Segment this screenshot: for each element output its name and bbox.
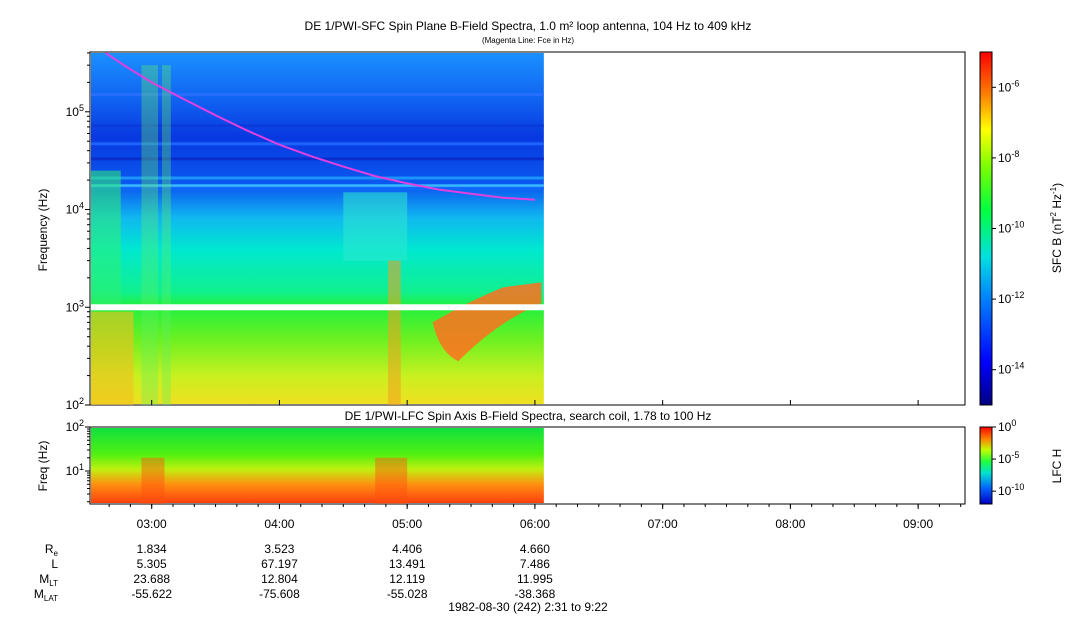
ephemeris-mlat-0: -55.622	[131, 587, 172, 601]
sfc-background-spectrum	[91, 53, 544, 404]
ephemeris-label-re: Re	[45, 542, 59, 558]
ephemeris-mlt-3: 11.995	[517, 572, 553, 586]
x-tick-label-3: 06:00	[520, 517, 550, 531]
sfc-early-low-freq	[91, 311, 134, 405]
ephemeris-l-0: 5.305	[137, 557, 167, 571]
ephemeris-mlt-0: 23.688	[133, 572, 170, 586]
lfc-y-axis-label: Freq (Hz)	[36, 441, 50, 492]
lfc-background-spectrum	[91, 428, 544, 503]
sfc-stripe	[91, 176, 544, 180]
lfc-spectrogram: 101 102	[66, 418, 966, 505]
panel1-subtitle: (Magenta Line: Fce in Hz)	[482, 36, 574, 45]
ephemeris-mlat-1: -75.608	[259, 587, 300, 601]
ephemeris-re-2: 4.406	[392, 542, 422, 556]
ephemeris-re-1: 3.523	[264, 542, 294, 556]
sfc-stripe	[91, 124, 544, 128]
sfc-cbar-tick-label-4: 10-14	[998, 361, 1024, 377]
x-tick-label-4: 07:00	[648, 517, 678, 531]
sfc-spectrogram: 102 103 104 105	[66, 51, 966, 412]
x-tick-label-1: 04:00	[264, 517, 294, 531]
ephemeris-label-l: L	[51, 557, 58, 571]
sfc-whistler-blob	[432, 282, 542, 362]
lfc-y-tick-label-0: 101	[66, 462, 84, 478]
lfc-cbar-tick-label-2: 10-10	[998, 482, 1024, 498]
x-tick-label-0: 03:00	[137, 517, 167, 531]
ephemeris-mlt-2: 12.119	[389, 572, 425, 586]
lfc-cbar-tick-label-0: 100	[998, 418, 1016, 434]
lfc-y-tick-label-1: 102	[66, 418, 84, 434]
ephemeris-mlat-3: -38.368	[515, 587, 556, 601]
sfc-y-axis-label: Frequency (Hz)	[36, 189, 50, 272]
sfc-cbar-tick-label-0: 10-6	[998, 78, 1019, 94]
sfc-early-emission	[91, 170, 121, 308]
sfc-burst	[141, 65, 159, 405]
sfc-y-tick-label-3: 105	[66, 103, 84, 119]
ephemeris-l-1: 67.197	[261, 557, 298, 571]
sfc-spectrogram-image	[91, 53, 545, 405]
x-tick-label-5: 08:00	[775, 517, 805, 531]
sfc-colorbar-scale	[979, 51, 993, 406]
sfc-y-tick-label-0: 102	[66, 396, 84, 412]
ephemeris-re-0: 1.834	[137, 542, 167, 556]
sfc-band-0500	[343, 192, 408, 261]
ephemeris-label-mlat: MLAT	[34, 587, 58, 603]
lfc-colorbar-label: LFC H	[1050, 449, 1064, 484]
sfc-y-tick-label-2: 104	[66, 201, 84, 217]
panel1-title: DE 1/PWI-SFC Spin Plane B-Field Spectra,…	[305, 19, 752, 33]
lfc-burst	[141, 457, 165, 504]
sfc-stripe	[91, 186, 544, 190]
ephemeris-mlat-2: -55.028	[387, 587, 428, 601]
ephemeris-re-3: 4.660	[520, 542, 550, 556]
time-range-footer: 1982-08-30 (242) 2:31 to 9:22	[448, 600, 608, 614]
panel2-title: DE 1/PWI-LFC Spin Axis B-Field Spectra, …	[345, 409, 712, 423]
sfc-cbar-tick-label-2: 10-10	[998, 220, 1024, 236]
lfc-cbar-tick-label-1: 10-5	[998, 450, 1019, 466]
sfc-stripe	[91, 142, 544, 146]
lfc-spectrogram-image	[91, 428, 544, 504]
sfc-stripe	[91, 184, 544, 188]
x-tick-label-6: 09:00	[903, 517, 933, 531]
sfc-colorbar: 10-6 10-8 10-10 10-12 10-14	[979, 51, 1024, 406]
sfc-colorbar-label: SFC B (nT2 Hz-1)	[1049, 183, 1064, 273]
sfc-burst	[161, 65, 171, 405]
sfc-y-tick-label-1: 103	[66, 298, 84, 314]
x-tick-label-2: 05:00	[392, 517, 422, 531]
lfc-colorbar: 100 10-5 10-10	[979, 418, 1024, 505]
sfc-y-axis: 102 103 104 105	[66, 52, 90, 412]
sfc-cbar-tick-label-1: 10-8	[998, 149, 1019, 165]
ephemeris-label-mlt: MLT	[39, 572, 58, 588]
lfc-burst	[375, 457, 408, 504]
sfc-cbar-tick-label-3: 10-12	[998, 290, 1024, 306]
lfc-colorbar-scale	[979, 426, 993, 505]
lfc-y-axis: 101 102	[66, 418, 90, 503]
sfc-stripe	[91, 93, 544, 97]
sfc-data-gap	[91, 304, 545, 311]
ephemeris-mlt-1: 12.804	[261, 572, 298, 586]
sfc-streak-0500	[388, 260, 401, 405]
ephemeris-l-3: 7.486	[520, 557, 550, 571]
fce-line	[105, 52, 535, 201]
ephemeris-l-2: 13.491	[389, 557, 426, 571]
